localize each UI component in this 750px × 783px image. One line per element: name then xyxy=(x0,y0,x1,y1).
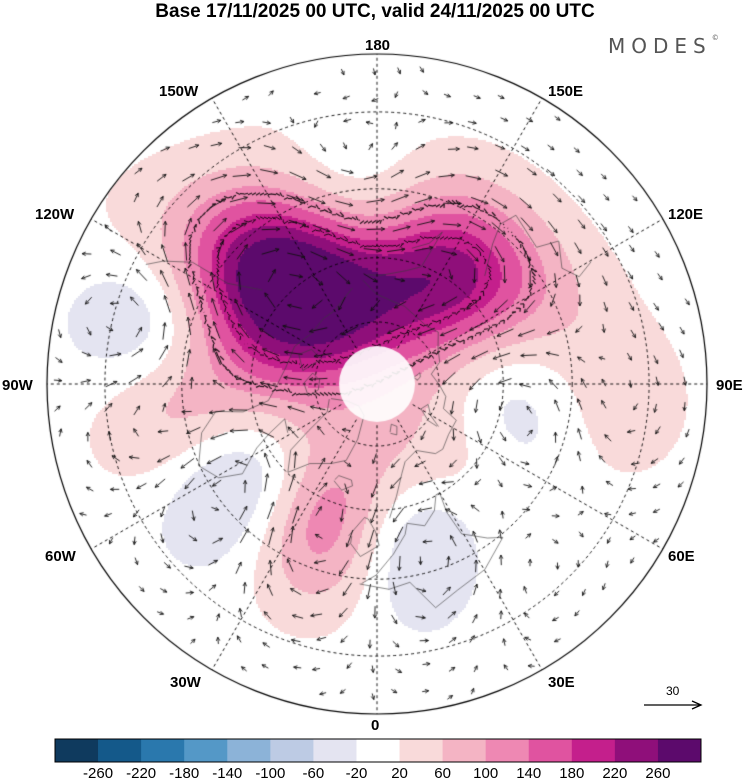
colorbar-swatch xyxy=(270,739,314,762)
longitude-label-120w: 120W xyxy=(35,206,75,223)
longitude-label-150e: 150E xyxy=(548,83,584,100)
copyright-mark: © xyxy=(711,34,719,42)
longitude-label-60e: 60E xyxy=(668,548,695,565)
longitude-label-90w: 90W xyxy=(2,377,33,394)
colorbar-tick-label: -220 xyxy=(126,765,157,782)
longitude-label-90e: 90E xyxy=(716,377,743,394)
colorbar-tick-label: 100 xyxy=(473,765,499,782)
colorbar-tick-label: 260 xyxy=(645,765,671,782)
colorbar-tick-label: -60 xyxy=(302,765,325,782)
longitude-label-30e: 30E xyxy=(548,674,575,691)
colorbar-swatch xyxy=(399,739,443,762)
colorbar xyxy=(54,738,702,763)
modes-logo-text: MODES xyxy=(608,34,712,58)
colorbar-tick-label: 220 xyxy=(602,765,628,782)
colorbar-swatch xyxy=(442,739,487,762)
colorbar-tick-label: -20 xyxy=(345,765,368,782)
colorbar-swatch xyxy=(227,739,271,762)
map-title: Base 17/11/2025 00 UTC, valid 24/11/2025… xyxy=(155,1,595,22)
colorbar-swatch xyxy=(55,739,99,762)
colorbar-swatch xyxy=(614,739,659,762)
colorbar-swatch xyxy=(657,739,702,762)
colorbar-tick-label: 60 xyxy=(434,765,451,782)
colorbar-tick-label: -100 xyxy=(255,765,286,782)
colorbar-swatch xyxy=(141,739,185,762)
longitude-label-0: 0 xyxy=(371,717,380,734)
colorbar-swatch xyxy=(98,739,142,762)
longitude-label-150w: 150W xyxy=(159,83,199,100)
colorbar-tick-label: 140 xyxy=(516,765,542,782)
reference-vector-value: 30 xyxy=(666,684,680,698)
colorbar-tick-label: 180 xyxy=(559,765,585,782)
colorbar-tick-label: 20 xyxy=(391,765,408,782)
colorbar-swatch xyxy=(184,739,228,762)
longitude-label-60w: 60W xyxy=(45,548,76,565)
modes-logo: MODES© xyxy=(608,34,719,58)
colorbar-frame xyxy=(54,738,702,763)
colorbar-swatch xyxy=(485,739,530,762)
longitude-label-30w: 30W xyxy=(170,674,201,691)
colorbar-tick-label: -260 xyxy=(83,765,114,782)
colorbar-swatch xyxy=(571,739,616,762)
colorbar-swatch xyxy=(313,739,357,762)
colorbar-swatch xyxy=(356,739,400,762)
colorbar-tick-label: -140 xyxy=(212,765,243,782)
colorbar-tick-label: -180 xyxy=(169,765,200,782)
longitude-label-120e: 120E xyxy=(668,206,704,223)
colorbar-swatch xyxy=(528,739,573,762)
reference-vector-arrow xyxy=(644,700,703,710)
longitude-label-180: 180 xyxy=(365,37,391,54)
